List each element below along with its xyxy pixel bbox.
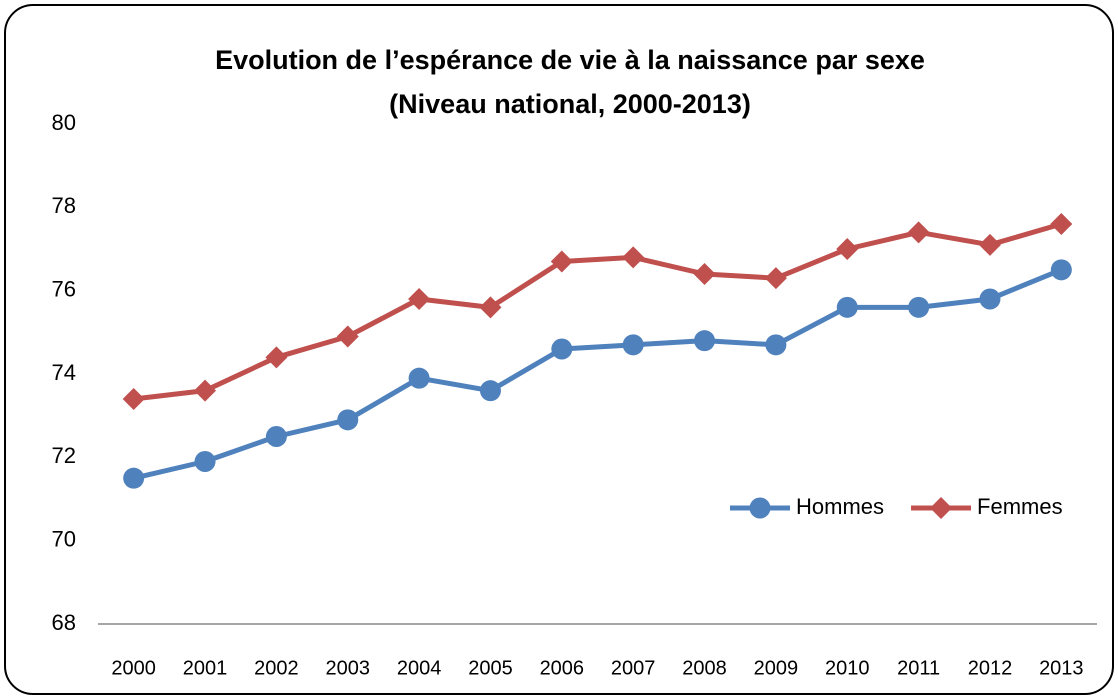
data-point <box>337 409 359 431</box>
data-point <box>979 288 1001 310</box>
data-point <box>765 334 787 356</box>
data-point <box>694 330 716 352</box>
data-point <box>693 263 716 285</box>
x-tick-label: 2013 <box>1039 657 1084 679</box>
y-tick-label: 78 <box>52 193 76 218</box>
chart-title: Evolution de l’espérance de vie à la nai… <box>215 45 925 75</box>
x-tick-label: 2010 <box>825 657 870 679</box>
x-tick-label: 2012 <box>968 657 1013 679</box>
data-point <box>408 288 431 310</box>
x-tick-label: 2002 <box>254 657 299 679</box>
data-point <box>194 379 217 402</box>
chart-subtitle: (Niveau national, 2000-2013) <box>389 89 751 119</box>
legend-marker <box>930 497 953 519</box>
x-tick-label: 2005 <box>468 657 513 679</box>
data-point <box>479 296 502 319</box>
x-tick-label: 2000 <box>111 657 156 679</box>
data-point <box>408 367 430 389</box>
data-point <box>1050 259 1072 281</box>
data-point <box>194 451 216 472</box>
data-point <box>265 426 287 447</box>
data-point <box>978 233 1001 256</box>
x-tick-label: 2003 <box>326 657 371 679</box>
data-point <box>764 267 787 290</box>
data-point <box>622 246 645 269</box>
legend-marker <box>749 497 771 519</box>
data-point <box>551 338 573 360</box>
series-line <box>133 267 1063 481</box>
data-point <box>479 380 501 402</box>
data-point <box>123 467 145 489</box>
y-tick-label: 76 <box>52 276 76 301</box>
x-tick-label: 2006 <box>540 657 585 679</box>
data-point <box>622 334 644 356</box>
data-point <box>336 325 359 348</box>
data-point <box>1050 213 1073 235</box>
x-tick-label: 2004 <box>397 657 442 679</box>
legend-label: Hommes <box>796 494 884 519</box>
y-tick-label: 72 <box>52 443 76 468</box>
legend-label: Femmes <box>977 494 1063 519</box>
data-point <box>907 221 930 244</box>
x-tick-label: 2008 <box>682 657 727 679</box>
x-tick-label: 2007 <box>611 657 656 679</box>
data-point <box>836 296 858 318</box>
y-tick-label: 68 <box>52 610 76 635</box>
data-point <box>908 296 930 318</box>
x-tick-label: 2001 <box>183 657 228 679</box>
y-tick-label: 80 <box>52 110 76 135</box>
data-point <box>122 388 145 410</box>
data-point <box>836 238 859 260</box>
data-point <box>265 346 288 369</box>
series-line <box>133 221 1063 402</box>
x-tick-label: 2011 <box>897 657 940 679</box>
y-tick-label: 74 <box>52 360 76 385</box>
y-tick-label: 70 <box>52 526 76 551</box>
x-tick-label: 2009 <box>754 657 799 679</box>
data-point <box>550 250 573 273</box>
